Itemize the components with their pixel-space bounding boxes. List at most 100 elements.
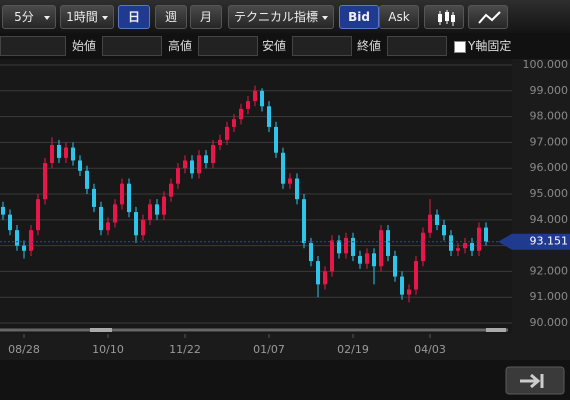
- candle-body: [43, 163, 47, 200]
- ask-button[interactable]: Ask: [379, 5, 419, 29]
- x-tick-label: 11/22: [169, 343, 201, 356]
- candle-body: [71, 147, 75, 161]
- candle-body: [442, 224, 446, 236]
- candle-body: [281, 152, 285, 184]
- footer: [0, 360, 570, 400]
- y-tick-label: 92.000: [530, 264, 569, 277]
- candle-body: [253, 90, 257, 102]
- y-tick-label: 98.000: [530, 110, 569, 123]
- candle-body: [1, 206, 5, 215]
- candle-body: [169, 183, 173, 197]
- x-tick-label: 04/03: [414, 343, 446, 356]
- candle-body: [470, 243, 474, 251]
- candle-body: [197, 155, 201, 174]
- candle-body: [386, 230, 390, 256]
- candle-body: [225, 126, 229, 140]
- candle-body: [127, 183, 131, 213]
- candle-body: [407, 289, 411, 295]
- candle-body: [302, 199, 306, 244]
- period-button[interactable]: 週: [155, 5, 187, 29]
- candle-body: [78, 160, 82, 171]
- candle-body: [428, 214, 432, 233]
- next-icon: [520, 373, 544, 389]
- candle-body: [295, 178, 299, 200]
- candle-body: [393, 255, 397, 277]
- candle-body: [36, 199, 40, 231]
- candle-body: [421, 232, 425, 262]
- plot-area: [0, 59, 512, 334]
- candle-body: [99, 206, 103, 231]
- bid-button[interactable]: Bid: [339, 5, 379, 29]
- candle-body: [288, 178, 292, 184]
- candle-body: [372, 253, 376, 267]
- ohlc-bar: 始値 高値 安値 終値 Y軸固定: [0, 33, 570, 59]
- y-fixed-checkbox[interactable]: [454, 41, 466, 53]
- candle-body: [218, 139, 222, 145]
- candle-body: [85, 170, 89, 189]
- candle-body: [141, 219, 145, 236]
- period-button[interactable]: 日: [118, 5, 150, 29]
- x-tick-label: 10/10: [92, 343, 124, 356]
- candle-body: [477, 227, 481, 251]
- candle-body: [113, 204, 117, 223]
- candle-body: [316, 261, 320, 285]
- candle-body: [183, 160, 187, 169]
- ohlc-label: 始値: [72, 39, 97, 53]
- ohlc-label: 終値: [357, 39, 382, 53]
- candle-body: [134, 212, 138, 236]
- candle-body: [190, 160, 194, 174]
- candle-icon: [438, 10, 455, 26]
- line-mode-button[interactable]: [468, 5, 508, 29]
- minute-interval-select[interactable]: 5分: [2, 5, 56, 29]
- period-button[interactable]: 月: [190, 5, 222, 29]
- value-box: [198, 36, 258, 56]
- hour-interval-select[interactable]: 1時間: [60, 5, 114, 29]
- candle-mode-button[interactable]: [424, 5, 464, 29]
- candle-body: [267, 106, 271, 127]
- technical-select[interactable]: テクニカル指標: [228, 5, 334, 29]
- candle-body: [309, 243, 313, 262]
- value-box: [292, 36, 352, 56]
- candle-body: [246, 101, 250, 109]
- candle-body: [351, 237, 355, 256]
- candle-body: [414, 261, 418, 290]
- y-tick-label: 97.000: [530, 135, 569, 148]
- candle-body: [379, 230, 383, 267]
- candle-body: [162, 196, 166, 215]
- candle-body: [15, 230, 19, 246]
- line-icon: [478, 11, 501, 24]
- candle-body: [260, 90, 264, 107]
- candle-body: [155, 204, 159, 215]
- x-tick-label: 02/19: [337, 343, 369, 356]
- ohlc-label: 安値: [262, 39, 287, 53]
- candle-body: [239, 108, 243, 120]
- scroll-handle[interactable]: [90, 328, 112, 332]
- candle-body: [344, 237, 348, 254]
- candle-body: [449, 235, 453, 251]
- scroll-handle[interactable]: [486, 328, 506, 332]
- y-fixed-label: Y軸固定: [468, 39, 512, 53]
- candle-body: [463, 243, 467, 249]
- x-tick-label: 01/07: [253, 343, 285, 356]
- candle-body: [120, 183, 124, 205]
- candle-body: [435, 214, 439, 225]
- y-tick-label: 94.000: [530, 213, 569, 226]
- candle-body: [337, 240, 341, 254]
- candle-body: [29, 230, 33, 251]
- candle-body: [50, 144, 54, 164]
- last-price-marker: [498, 233, 570, 250]
- y-tick-label: 90.000: [530, 316, 569, 329]
- candle-body: [274, 126, 278, 153]
- candle-body: [106, 222, 110, 231]
- value-box: [387, 36, 447, 56]
- candle-body: [211, 144, 215, 164]
- ohlc-label: 高値: [168, 39, 193, 53]
- value-box: [102, 36, 162, 56]
- candle-body: [232, 119, 236, 127]
- candle-body: [204, 155, 208, 164]
- candle-body: [365, 253, 369, 264]
- y-tick-label: 96.000: [530, 161, 569, 174]
- y-tick-label: 100.000: [523, 58, 569, 71]
